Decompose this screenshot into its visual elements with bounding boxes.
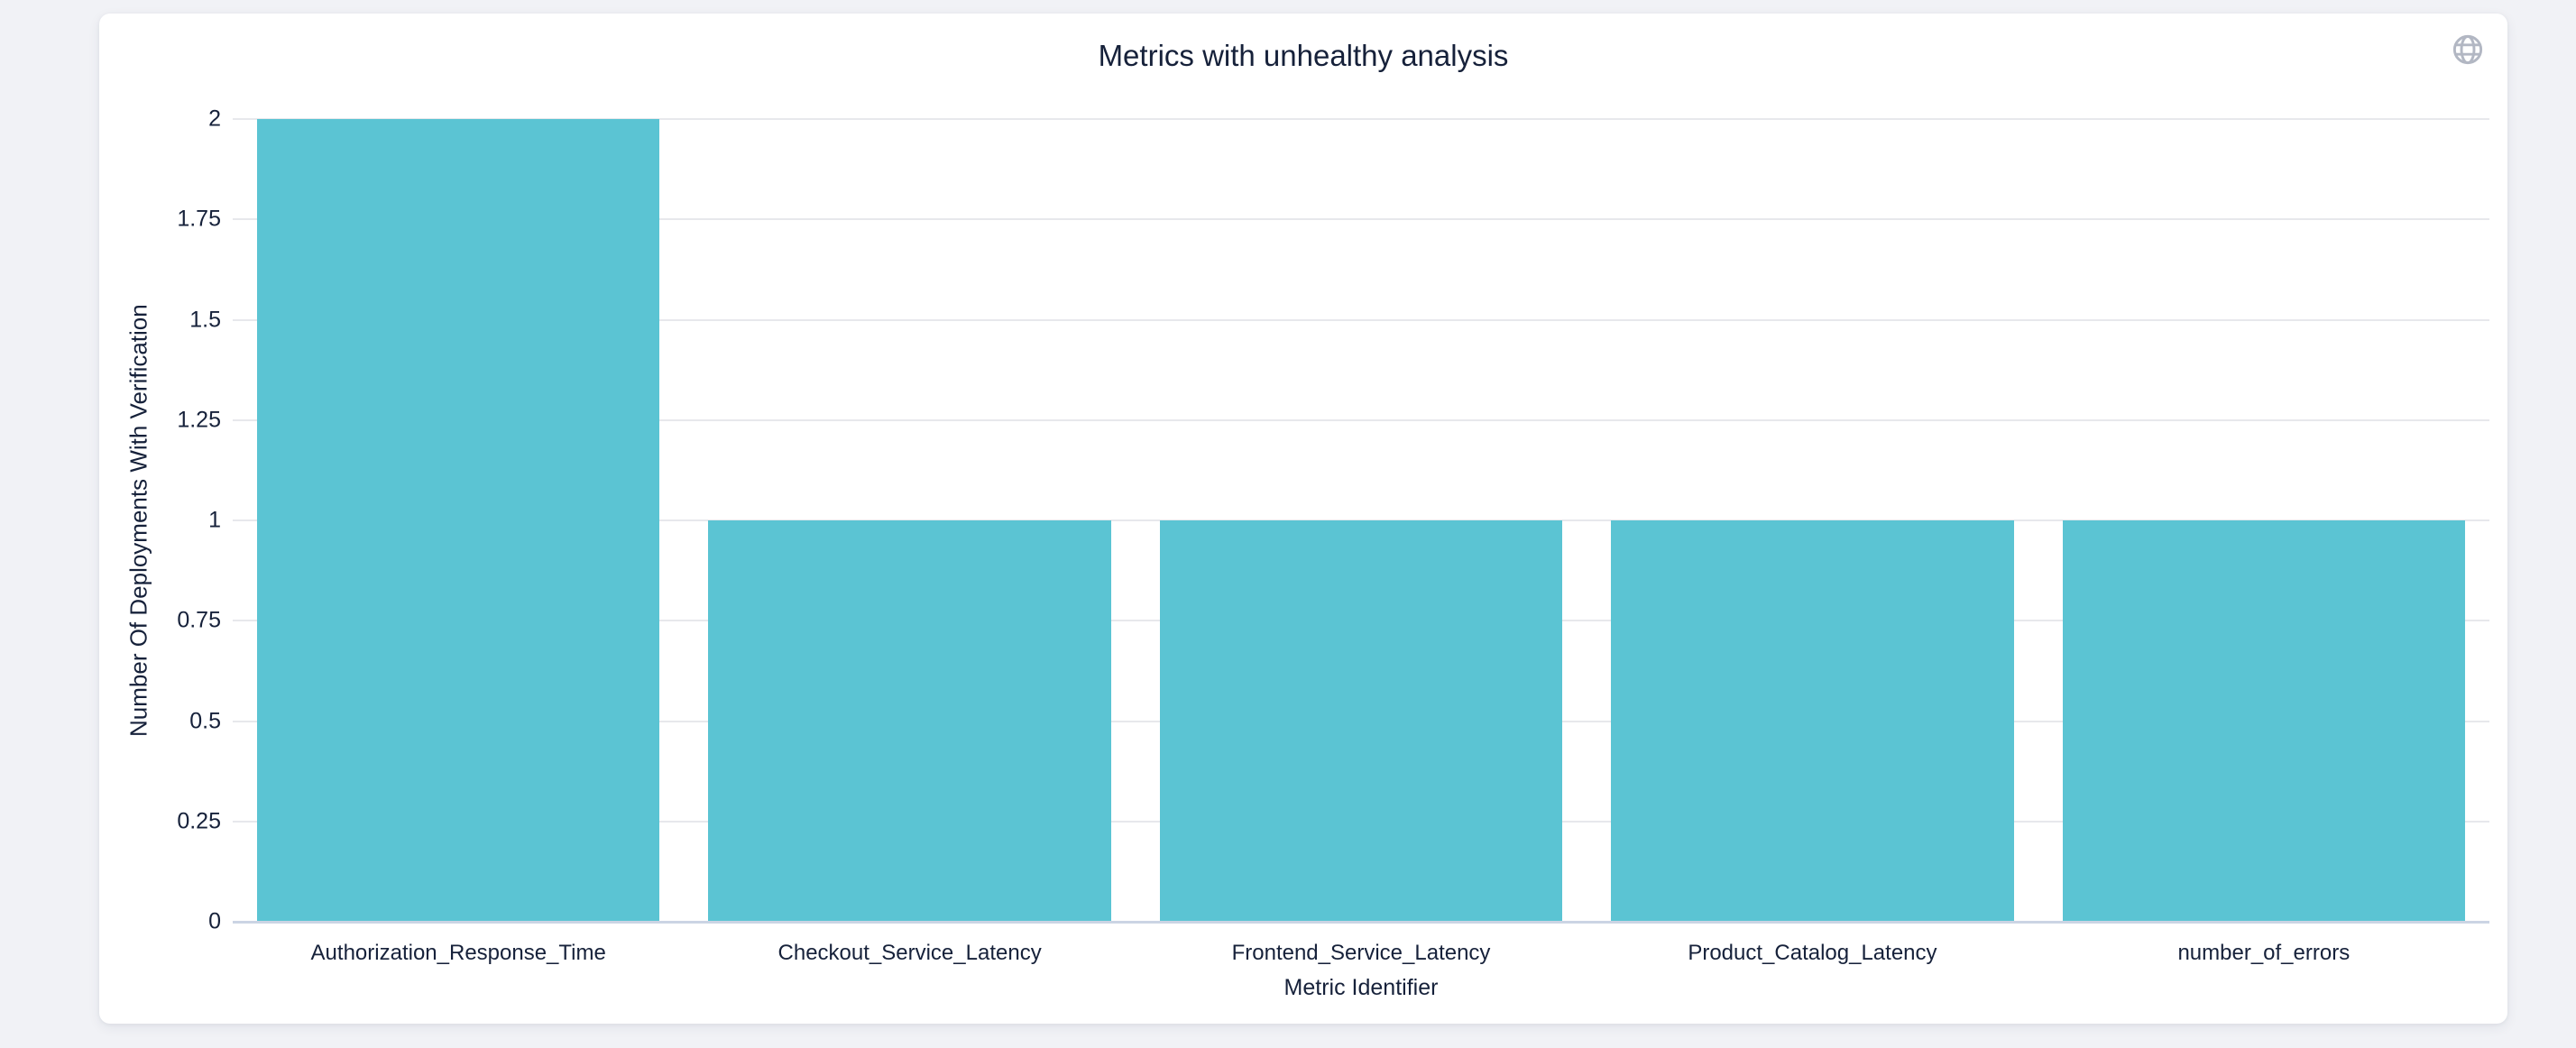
x-axis-title: Metric Identifier xyxy=(1283,975,1439,1000)
bar-slot xyxy=(233,119,684,922)
bar-Authorization_Response_Time[interactable] xyxy=(257,119,660,922)
y-tick-label: 0.5 xyxy=(189,708,221,733)
y-tick-label: 1.5 xyxy=(189,307,221,332)
y-axis-ticks: 0 0.25 0.5 0.75 1 1.25 1.5 1.75 2 xyxy=(99,106,221,934)
globe-icon xyxy=(2452,34,2484,69)
x-tick-label: Product_Catalog_Latency xyxy=(1688,941,1937,965)
bar-slot xyxy=(1136,119,1587,922)
bar-number_of_errors[interactable] xyxy=(2062,520,2465,922)
x-tick-label: Checkout_Service_Latency xyxy=(777,941,1042,965)
y-tick-label: 1.25 xyxy=(177,407,221,433)
y-tick-label: 2 xyxy=(208,106,221,132)
chart-card: Metrics with unhealthy analysis Number O… xyxy=(99,14,2507,1024)
bar-Checkout_Service_Latency[interactable] xyxy=(708,520,1111,922)
x-tick-label: number_of_errors xyxy=(2177,941,2351,965)
gridline xyxy=(233,218,2489,221)
y-tick-label: 0 xyxy=(208,908,221,934)
bar-slot xyxy=(684,119,1135,922)
bar-Frontend_Service_Latency[interactable] xyxy=(1159,520,1563,922)
y-tick-label: 1 xyxy=(208,507,221,533)
globe-button[interactable] xyxy=(2452,33,2484,66)
x-axis-ticks: Authorization_Response_Time Checkout_Serv… xyxy=(233,941,2489,966)
bars-container xyxy=(233,119,2489,922)
gridline xyxy=(233,118,2489,120)
bar-Product_Catalog_Latency[interactable] xyxy=(1611,520,2014,922)
gridline xyxy=(233,318,2489,321)
x-axis-line xyxy=(233,921,2489,924)
y-tick-label: 0.75 xyxy=(177,607,221,633)
x-tick-label: Authorization_Response_Time xyxy=(310,941,606,965)
chart-title: Metrics with unhealthy analysis xyxy=(1098,39,1509,72)
plot-area xyxy=(233,118,2489,924)
bar-slot xyxy=(1587,119,2038,922)
y-tick-label: 1.75 xyxy=(177,206,221,232)
y-tick-label: 0.25 xyxy=(177,808,221,834)
x-tick-label: Frontend_Service_Latency xyxy=(1231,941,1491,965)
bar-slot xyxy=(2038,119,2489,922)
gridline xyxy=(233,418,2489,421)
